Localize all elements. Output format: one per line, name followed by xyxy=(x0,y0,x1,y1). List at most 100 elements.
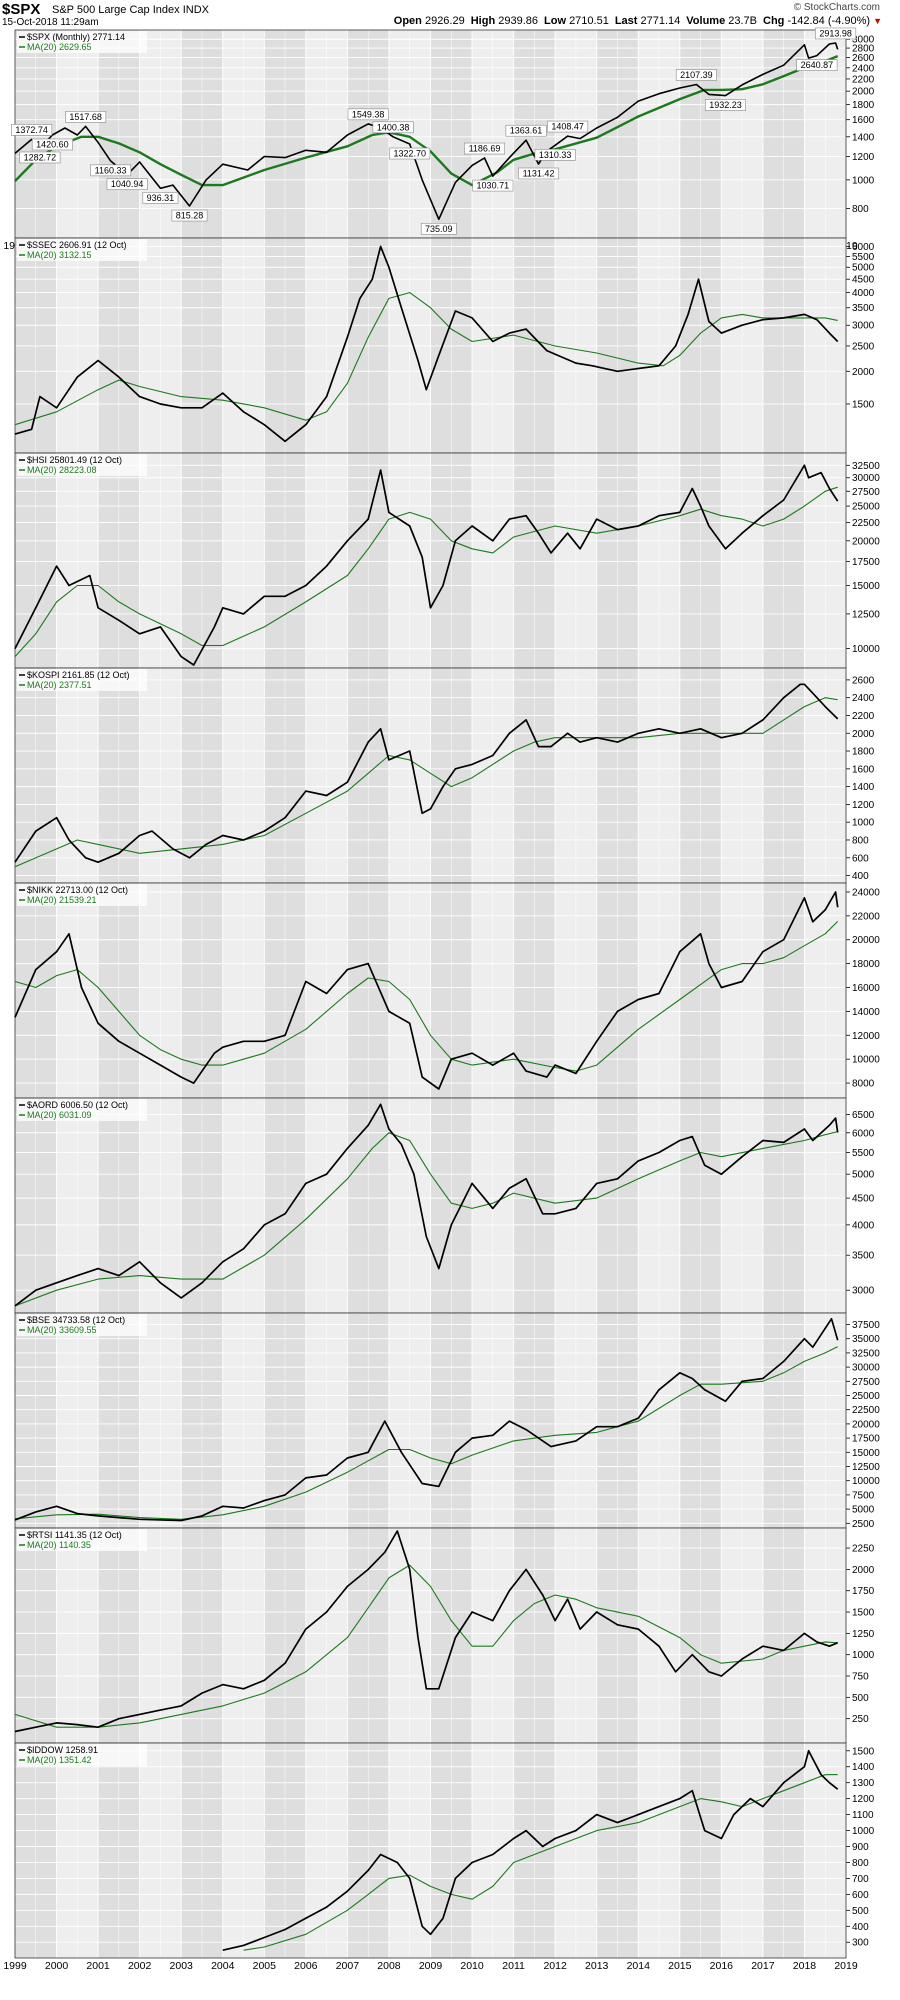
y-tick-label: 16000 xyxy=(852,983,880,994)
x-year-label: 2014 xyxy=(627,1960,651,1972)
annotation-box xyxy=(505,124,547,137)
annotation-box xyxy=(372,121,414,134)
annotation-label: 1517.68 xyxy=(69,112,102,122)
y-tick-label: 900 xyxy=(852,1842,869,1853)
y-tick-label: 2000 xyxy=(852,729,875,740)
legend-ma: MA(20) 3132.15 xyxy=(27,250,92,260)
x-year-label: 2018 xyxy=(793,1960,817,1972)
y-tick-label: 12000 xyxy=(852,1031,880,1042)
y-tick-label: 2250 xyxy=(852,1544,875,1555)
price-line xyxy=(14,1103,839,1307)
y-tick-label: 25000 xyxy=(852,1391,880,1402)
y-tick-label: 27500 xyxy=(852,1377,880,1388)
volume-label: Volume xyxy=(686,15,726,27)
y-tick-label: 20000 xyxy=(852,935,880,946)
price-annotation: 1310.33 xyxy=(534,148,576,161)
y-tick-label: 18000 xyxy=(852,959,880,970)
y-tick-label: 3000 xyxy=(852,35,875,46)
price-annotation: 1517.68 xyxy=(65,111,107,123)
y-tick-label: 10000 xyxy=(852,644,880,655)
y-tick-label: 3000 xyxy=(852,321,875,332)
price-annotation: 1549.38 xyxy=(347,108,389,121)
annotation-label: 936.31 xyxy=(147,193,175,203)
price-annotation: 1030.71 xyxy=(472,179,514,192)
price-annotation: 1322.70 xyxy=(389,147,431,160)
y-tick-label: 800 xyxy=(852,204,869,215)
y-tick-label: 22500 xyxy=(852,518,880,529)
y-tick-label: 1800 xyxy=(852,747,875,758)
y-tick-label: 1250 xyxy=(852,1629,875,1640)
price-annotation: 1363.61 xyxy=(505,124,547,137)
last-value: 2771.14 xyxy=(640,15,681,27)
legend-bg xyxy=(17,669,147,691)
y-tick-label: 1400 xyxy=(852,132,875,143)
annotation-box xyxy=(11,124,53,136)
panel-kospi: 400 600 800 1000 1200 1400 1600 1800 2000 2200 240… xyxy=(14,667,875,884)
price-annotation: 1040.94 xyxy=(106,178,148,191)
open-value: 2926.29 xyxy=(424,15,465,27)
legend: $AORD 6006.50 (12 Oct)MA(20) 6031.09 xyxy=(17,1099,147,1121)
y-tick-label: 600 xyxy=(852,1890,869,1901)
legend: $HSI 25801.49 (12 Oct)MA(20) 28223.08 xyxy=(17,454,147,476)
y-tick-label: 300 xyxy=(852,1938,869,1949)
ma20-line xyxy=(14,1564,838,1728)
annotation-box xyxy=(142,192,179,204)
panel-frame xyxy=(14,1742,847,1959)
ohlc-summary: Open 2926.29 High 2939.86 Low 2710.51 Last … xyxy=(388,15,882,27)
x-year-label: 2001 xyxy=(86,1960,110,1972)
x-year-label: 2016 xyxy=(710,1960,734,1972)
annotation-box xyxy=(464,142,506,155)
y-tick-label: 1000 xyxy=(852,1650,875,1661)
ma20-line xyxy=(14,486,838,657)
down-triangle-icon: ▼ xyxy=(873,16,882,26)
legend-bg xyxy=(17,1099,147,1121)
x-year-label: 2006 xyxy=(294,1960,318,1972)
chart-date: 15-Oct-2018 11:29am xyxy=(2,17,99,28)
y-tick-label: 15000 xyxy=(852,1448,880,1459)
legend-price: $BSE 34733.58 (12 Oct) xyxy=(27,1315,125,1325)
panel-aord: 3000 3500 4000 4500 5000 5500 6000 6500 $AORD 60… xyxy=(14,1097,875,1314)
y-tick-label: 24000 xyxy=(852,887,880,898)
legend-ma: MA(20) 6031.09 xyxy=(27,1110,92,1120)
y-tick-label: 5000 xyxy=(852,263,875,274)
y-tick-label: 12500 xyxy=(852,609,880,620)
y-tick-label: 6000 xyxy=(852,1128,875,1139)
y-tick-label: 600 xyxy=(852,853,869,864)
y-tick-label: 250 xyxy=(852,1714,869,1725)
annotation-box xyxy=(65,111,107,123)
annotation-label: 1400.38 xyxy=(377,122,410,132)
legend: $RTSI 1141.35 (12 Oct)MA(20) 1140.35 xyxy=(17,1529,147,1551)
ma20-line xyxy=(14,54,839,187)
y-tick-label: 14000 xyxy=(852,1007,880,1018)
panel-spx: 8001000120014001600180020002200240026002… xyxy=(11,27,875,239)
y-tick-label: 2200 xyxy=(852,711,875,722)
y-tick-label: 3500 xyxy=(852,1251,875,1262)
annotation-label: 1282.72 xyxy=(24,152,57,162)
y-tick-label: 400 xyxy=(852,871,869,882)
annotation-box xyxy=(31,138,73,151)
y-tick-label: 4000 xyxy=(852,1220,875,1231)
x-year-label: 2002 xyxy=(128,1960,152,1972)
chg-label: Chg xyxy=(763,15,785,27)
annotation-label: 1186.69 xyxy=(469,144,501,154)
y-tick-label: 25000 xyxy=(852,502,880,513)
y-tick-label: 700 xyxy=(852,1874,869,1885)
price-line xyxy=(222,1749,839,1952)
annotation-label: 1549.38 xyxy=(352,109,385,119)
legend-bg xyxy=(17,1529,147,1551)
annotation-box xyxy=(547,120,589,133)
panel-iddow: 300 400 500 600 700 800 900 1000 1100 1200 1300 140… xyxy=(14,1742,875,1959)
x-year-label: 2009 xyxy=(419,1960,443,1972)
y-tick-label: 22000 xyxy=(852,911,880,922)
y-tick-label: 30000 xyxy=(852,473,880,484)
price-annotation: 1400.38 xyxy=(372,121,414,134)
legend-ma: MA(20) 28223.08 xyxy=(27,465,97,475)
price-line xyxy=(14,245,839,443)
annotation-box xyxy=(518,167,560,180)
x-year-label: 2008 xyxy=(377,1960,401,1972)
y-tick-label: 4500 xyxy=(852,275,875,286)
y-tick-label: 5500 xyxy=(852,252,875,263)
price-annotation: 1932.23 xyxy=(705,99,747,111)
annotation-label: 1131.42 xyxy=(523,168,555,178)
